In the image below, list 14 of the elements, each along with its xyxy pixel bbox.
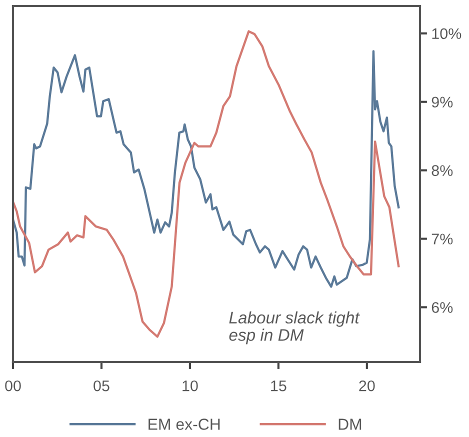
line-series (13, 50, 400, 288)
x-tick-label: 15 (271, 380, 286, 392)
y-tick-label: 10% (432, 28, 462, 40)
legend-label: EM ex-CH (148, 418, 220, 430)
y-tick-label: 9% (432, 96, 453, 108)
y-tick-label: 7% (432, 234, 453, 244)
annotation: Labour slack tight esp in DM (229, 311, 360, 344)
x-tick-label: 00 (5, 380, 21, 392)
x-tick-label: 20 (359, 380, 375, 392)
x-tick-label: 05 (94, 380, 110, 392)
x-tick-label: 10 (182, 380, 198, 392)
y-tick-label: 8% (432, 165, 453, 176)
y-tick-label: 6% (432, 302, 453, 313)
legend-label: DM (338, 418, 362, 430)
